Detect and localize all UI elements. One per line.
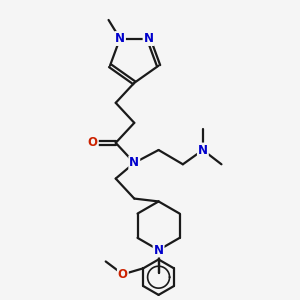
Text: O: O	[118, 268, 128, 281]
Text: N: N	[115, 32, 125, 45]
Text: O: O	[88, 136, 98, 149]
Text: N: N	[154, 244, 164, 256]
Text: N: N	[198, 143, 208, 157]
Text: N: N	[129, 156, 139, 170]
Text: N: N	[144, 32, 154, 45]
